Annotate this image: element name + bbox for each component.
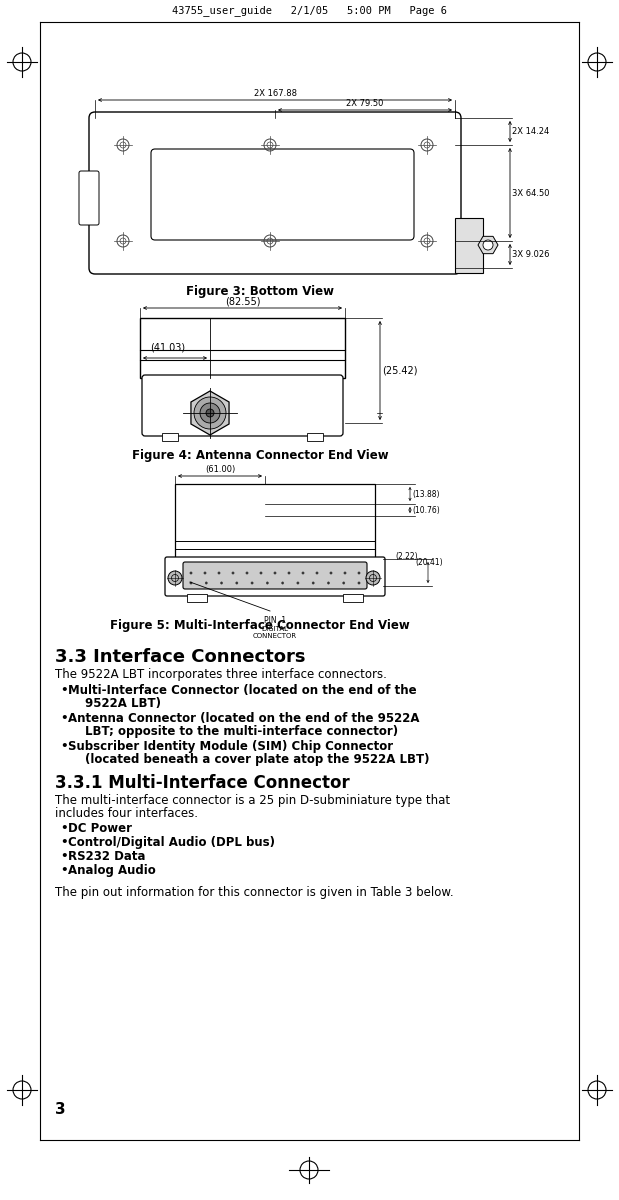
Circle shape	[218, 571, 220, 575]
Text: (10.76): (10.76)	[412, 505, 439, 515]
Circle shape	[302, 571, 304, 575]
Text: •: •	[60, 712, 67, 725]
Text: 2X 14.24: 2X 14.24	[512, 127, 549, 136]
Circle shape	[204, 571, 206, 575]
Circle shape	[190, 571, 193, 575]
Bar	[343, 594, 363, 602]
Circle shape	[316, 571, 318, 575]
Circle shape	[220, 582, 223, 584]
Circle shape	[358, 571, 360, 575]
Text: The 9522A LBT incorporates three interface connectors.: The 9522A LBT incorporates three interfa…	[55, 668, 387, 680]
Circle shape	[266, 582, 269, 584]
Text: 3.3 Interface Connectors: 3.3 Interface Connectors	[55, 648, 306, 666]
Circle shape	[358, 582, 360, 584]
Circle shape	[194, 397, 226, 428]
Text: Analog Audio: Analog Audio	[68, 864, 156, 877]
Text: The pin out information for this connector is given in Table 3 below.: The pin out information for this connect…	[55, 886, 454, 899]
Circle shape	[232, 571, 234, 575]
Circle shape	[344, 571, 346, 575]
Text: Subscriber Identity Module (SIM) Chip Connector: Subscriber Identity Module (SIM) Chip Co…	[68, 740, 393, 754]
Text: •: •	[60, 740, 67, 754]
Text: 3X 9.026: 3X 9.026	[512, 250, 550, 259]
Circle shape	[206, 409, 214, 416]
Text: Multi-Interface Connector (located on the end of the: Multi-Interface Connector (located on th…	[68, 684, 417, 697]
Text: Figure 3: Bottom View: Figure 3: Bottom View	[186, 286, 334, 299]
Text: •: •	[60, 822, 67, 835]
Circle shape	[282, 582, 284, 584]
Bar	[162, 433, 178, 440]
Text: (20.41): (20.41)	[415, 558, 443, 568]
FancyBboxPatch shape	[142, 374, 343, 436]
Circle shape	[246, 571, 248, 575]
Circle shape	[342, 582, 345, 584]
Circle shape	[260, 571, 262, 575]
Text: 3: 3	[55, 1103, 66, 1117]
Text: 2X 167.88: 2X 167.88	[254, 89, 297, 98]
Circle shape	[327, 582, 330, 584]
Text: (41.03): (41.03)	[150, 342, 185, 352]
Circle shape	[330, 571, 332, 575]
Text: •: •	[60, 864, 67, 877]
Bar	[307, 433, 323, 440]
Text: Figure 4: Antenna Connector End View: Figure 4: Antenna Connector End View	[132, 449, 388, 462]
Text: •: •	[60, 836, 67, 850]
Bar	[187, 594, 207, 602]
Circle shape	[274, 571, 276, 575]
FancyBboxPatch shape	[151, 149, 414, 240]
Text: (2.22): (2.22)	[395, 552, 418, 560]
Bar	[175, 484, 375, 559]
Text: Control/Digital Audio (DPL bus): Control/Digital Audio (DPL bus)	[68, 836, 275, 850]
Text: (located beneath a cover plate atop the 9522A LBT): (located beneath a cover plate atop the …	[85, 754, 430, 766]
Text: includes four interfaces.: includes four interfaces.	[55, 806, 198, 820]
Text: 3X 64.50: 3X 64.50	[512, 188, 550, 198]
Text: (13.88): (13.88)	[412, 490, 439, 498]
FancyBboxPatch shape	[89, 112, 461, 274]
Circle shape	[168, 571, 182, 584]
Circle shape	[366, 571, 380, 584]
Circle shape	[205, 582, 207, 584]
Circle shape	[236, 582, 238, 584]
FancyBboxPatch shape	[183, 562, 367, 589]
Polygon shape	[191, 391, 229, 434]
Text: Figure 5: Multi-Interface Connector End View: Figure 5: Multi-Interface Connector End …	[110, 618, 410, 631]
Text: •: •	[60, 850, 67, 863]
Circle shape	[483, 240, 493, 250]
Circle shape	[200, 403, 220, 422]
Text: DC Power: DC Power	[68, 822, 132, 835]
Circle shape	[251, 582, 253, 584]
Circle shape	[190, 582, 193, 584]
Text: 2X 79.50: 2X 79.50	[346, 98, 384, 108]
Text: (61.00): (61.00)	[205, 464, 235, 474]
Text: LBT; opposite to the multi-interface connector): LBT; opposite to the multi-interface con…	[85, 725, 398, 738]
Text: •: •	[60, 684, 67, 697]
Text: (82.55): (82.55)	[225, 296, 260, 306]
Text: RS232 Data: RS232 Data	[68, 850, 145, 863]
Text: 9522A LBT): 9522A LBT)	[85, 697, 161, 710]
Text: 43755_user_guide   2/1/05   5:00 PM   Page 6: 43755_user_guide 2/1/05 5:00 PM Page 6	[171, 6, 446, 17]
Text: (25.42): (25.42)	[382, 366, 417, 376]
Circle shape	[312, 582, 314, 584]
Bar	[455, 218, 483, 272]
Text: The multi-interface connector is a 25 pin D-subminiature type that: The multi-interface connector is a 25 pi…	[55, 794, 450, 806]
Polygon shape	[478, 236, 498, 253]
FancyBboxPatch shape	[165, 557, 385, 596]
Text: Antenna Connector (located on the end of the 9522A: Antenna Connector (located on the end of…	[68, 712, 420, 725]
Text: PIN  1: PIN 1	[264, 616, 286, 625]
Text: 3.3.1 Multi-Interface Connector: 3.3.1 Multi-Interface Connector	[55, 774, 350, 792]
Text: DIGITAL
CONNECTOR: DIGITAL CONNECTOR	[253, 626, 297, 638]
Circle shape	[297, 582, 299, 584]
Circle shape	[288, 571, 290, 575]
FancyBboxPatch shape	[140, 318, 345, 378]
FancyBboxPatch shape	[79, 170, 99, 226]
